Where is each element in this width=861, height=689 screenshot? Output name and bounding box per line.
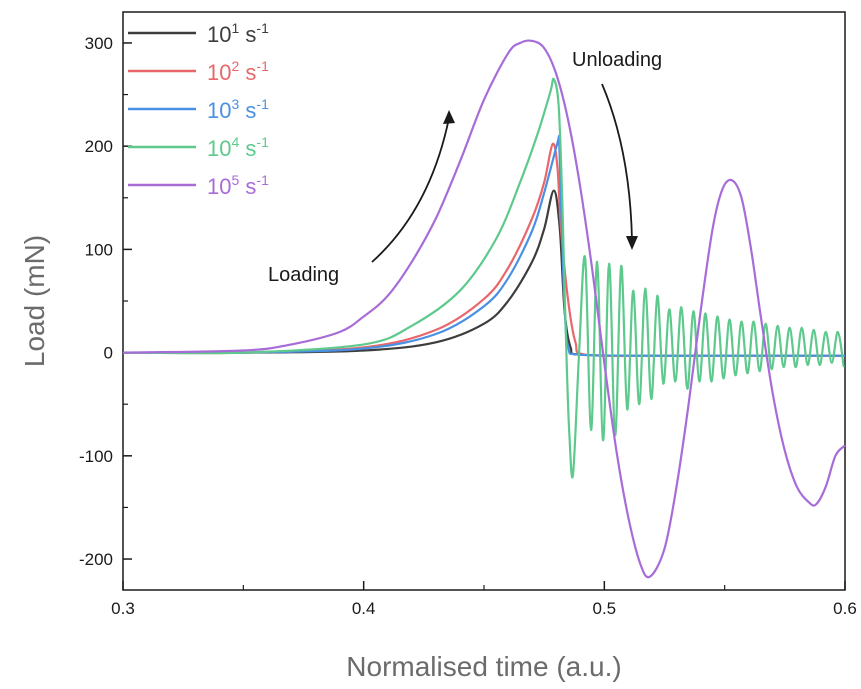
loading-annotation: Loading [268, 264, 339, 286]
legend-entry: 101 s-1 [207, 20, 269, 47]
unloading-annotation: Unloading [572, 49, 662, 71]
axis-tick-labels: 0.3 0.4 0.5 0.6 -200 -100 0 100 200 300 [79, 34, 857, 618]
y-tick-label: 300 [85, 34, 113, 53]
series-group [122, 39, 846, 579]
legend-entry: 102 s-1 [207, 58, 269, 85]
y-tick-label: 0 [104, 344, 113, 363]
series-line-1 [122, 189, 845, 357]
loading-arrowhead-icon [443, 110, 455, 124]
legend: 101 s-1 102 s-1 103 s-1 104 s-1 105 s-1 [128, 20, 269, 199]
unloading-arrowhead-icon [626, 236, 638, 250]
annotations: Loading Unloading [268, 49, 662, 286]
y-tick-label: -100 [79, 447, 113, 466]
y-tick-label: 200 [85, 137, 113, 156]
x-axis-title: Normalised time (a.u.) [346, 651, 621, 682]
y-axis-title: Load (mN) [19, 235, 50, 367]
y-tick-label: 100 [85, 240, 113, 259]
legend-entry: 105 s-1 [207, 172, 269, 199]
axis-ticks [122, 42, 846, 590]
series-line-4 [122, 77, 845, 479]
legend-entry: 103 s-1 [207, 96, 269, 123]
x-tick-label: 0.4 [352, 599, 376, 618]
x-tick-label: 0.6 [833, 599, 857, 618]
unloading-arrow [601, 83, 633, 241]
x-tick-label: 0.3 [111, 599, 135, 618]
x-tick-label: 0.5 [593, 599, 617, 618]
legend-entry: 104 s-1 [207, 134, 269, 161]
loading-arrow [371, 117, 450, 263]
y-tick-label: -200 [79, 550, 113, 569]
series-line-5 [122, 39, 846, 579]
